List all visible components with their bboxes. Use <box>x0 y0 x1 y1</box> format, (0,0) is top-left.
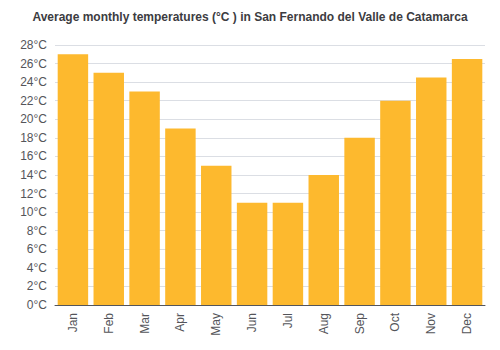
svg-text:10°C: 10°C <box>20 205 47 219</box>
svg-text:28°C: 28°C <box>20 38 47 52</box>
svg-text:Apr: Apr <box>173 313 187 332</box>
svg-text:Nov: Nov <box>424 313 438 334</box>
svg-text:6°C: 6°C <box>27 242 47 256</box>
svg-text:0°C: 0°C <box>27 298 47 312</box>
svg-text:12°C: 12°C <box>20 187 47 201</box>
svg-text:20°C: 20°C <box>20 112 47 126</box>
svg-text:Dec: Dec <box>460 313 474 334</box>
svg-text:16°C: 16°C <box>20 149 47 163</box>
svg-text:Oct: Oct <box>388 312 402 331</box>
svg-text:14°C: 14°C <box>20 168 47 182</box>
svg-text:Average monthly temperatures (: Average monthly temperatures (°C ) in Sa… <box>32 10 467 24</box>
svg-text:Sep: Sep <box>353 313 367 335</box>
svg-text:Mar: Mar <box>138 313 152 334</box>
svg-text:Feb: Feb <box>102 313 116 334</box>
svg-text:2°C: 2°C <box>27 279 47 293</box>
svg-text:Aug: Aug <box>317 313 331 334</box>
svg-text:Jul: Jul <box>281 313 295 328</box>
svg-text:8°C: 8°C <box>27 224 47 238</box>
svg-text:18°C: 18°C <box>20 131 47 145</box>
svg-text:4°C: 4°C <box>27 261 47 275</box>
svg-text:May: May <box>209 313 223 336</box>
svg-text:Jan: Jan <box>66 313 80 332</box>
svg-text:26°C: 26°C <box>20 57 47 71</box>
svg-text:24°C: 24°C <box>20 75 47 89</box>
svg-text:Jun: Jun <box>245 313 259 332</box>
svg-text:22°C: 22°C <box>20 94 47 108</box>
